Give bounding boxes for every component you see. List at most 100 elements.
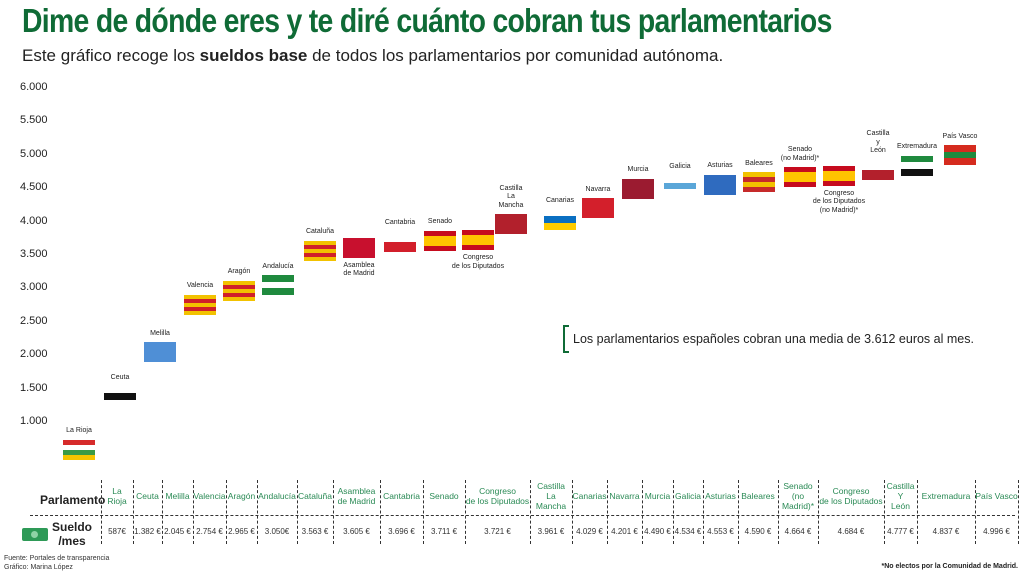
column-header: Valencia	[193, 491, 226, 501]
column-header: Cantabria	[383, 491, 420, 501]
column-divider	[607, 480, 608, 544]
salary-cell: 2.754 €	[196, 526, 223, 536]
salary-cell: 4.837 €	[932, 526, 960, 536]
flag-stripe	[104, 399, 136, 407]
flag-marker	[104, 386, 136, 407]
flag-stripe	[944, 145, 976, 152]
subtitle: Este gráfico recoge los sueldos base de …	[22, 46, 723, 66]
y-tick-label: 3.000	[20, 281, 48, 294]
column-divider	[423, 480, 424, 544]
flag-label: Extremadura	[896, 143, 938, 151]
flag-stripe	[462, 235, 494, 241]
salary-cell: 2.045 €	[164, 526, 191, 536]
column-divider	[380, 480, 381, 544]
salary-table: Parlamento Sueldo /mes La Rioja 587€ Ceuta…	[0, 478, 1024, 548]
column-header: Murcia	[644, 491, 671, 501]
banknote-icon	[22, 528, 48, 541]
salary-cell: 4.996 €	[983, 526, 1010, 536]
flag-label: Valencia	[186, 282, 214, 290]
column-header: Navarra	[609, 491, 640, 501]
subtitle-text-end: de todos los parlamentarios por comunida…	[307, 46, 724, 65]
flag-stripe	[495, 214, 527, 235]
flag-stripe	[424, 230, 456, 236]
flag-stripe	[823, 175, 855, 181]
flag-stripe	[223, 288, 255, 293]
column-header: Baleares	[741, 491, 775, 501]
column-divider	[333, 480, 334, 544]
flag-marker	[262, 275, 294, 296]
flag-label: Aragón	[227, 268, 251, 276]
flag-marker	[664, 175, 696, 196]
column-divider	[193, 480, 194, 544]
flag-stripe	[664, 175, 696, 183]
column-header: La Rioja	[107, 486, 127, 506]
flag-stripe	[104, 386, 136, 394]
flag-label: Castilla La Mancha	[498, 184, 524, 209]
flag-stripe	[63, 454, 95, 460]
flag-label: Galicia	[669, 163, 691, 171]
flag-marker	[901, 155, 933, 176]
column-divider	[226, 480, 227, 544]
flag-stripe	[343, 237, 375, 258]
flag-stripe	[862, 159, 894, 170]
column-header: Cataluña	[297, 491, 333, 501]
column-header: Extremadura	[921, 491, 971, 501]
column-header: Aragón	[227, 491, 256, 501]
flag-stripe	[184, 298, 216, 303]
flag-label: Congreso de los Diputados (no Madrid)*	[812, 189, 866, 214]
flag-stripe	[384, 231, 416, 242]
flag-stripe	[262, 288, 294, 296]
column-divider	[1018, 480, 1019, 544]
column-divider	[257, 480, 258, 544]
flag-stripe	[424, 240, 456, 246]
flag-stripe	[664, 189, 696, 196]
column-header: Castilla Y León	[886, 481, 915, 511]
flag-stripe	[944, 158, 976, 166]
flag-stripe	[223, 296, 255, 301]
flag-stripe	[784, 167, 816, 173]
flag-stripe	[304, 252, 336, 257]
column-header: Congreso de los Diputados	[465, 486, 530, 506]
y-tick-label: 2.000	[20, 348, 48, 361]
salary-cell: 3.696 €	[388, 526, 415, 536]
flag-stripe	[304, 244, 336, 249]
flag-stripe	[304, 256, 336, 261]
salary-cell: 4.590 €	[744, 526, 772, 536]
y-tick-label: 4.500	[20, 181, 48, 194]
flag-marker	[582, 198, 614, 219]
flag-stripe	[223, 292, 255, 297]
column-header: Congreso de los Diputados	[819, 486, 883, 506]
column-header: Asturias	[705, 491, 736, 501]
average-note: Los parlamentarios españoles cobran una …	[563, 325, 974, 353]
flag-stripe	[862, 169, 894, 180]
flag-stripe	[784, 172, 816, 178]
flag-marker	[63, 439, 95, 460]
salary-cell: 4.490 €	[644, 526, 671, 536]
y-tick-label: 3.500	[20, 248, 48, 260]
column-divider	[818, 480, 819, 544]
flag-stripe	[184, 306, 216, 311]
column-header: Andalucía	[258, 491, 296, 501]
flag-stripe	[184, 302, 216, 307]
salary-cell: 4.684 €	[837, 526, 865, 536]
flag-stripe	[462, 230, 494, 236]
flag-label: Cataluña	[305, 228, 335, 236]
flag-marker	[544, 209, 576, 230]
flag-stripe	[544, 209, 576, 217]
column-divider	[778, 480, 779, 544]
flag-label: Baleares	[745, 159, 773, 167]
flag-marker	[223, 280, 255, 301]
flag-stripe	[901, 169, 933, 176]
flag-label: Navarra	[585, 185, 611, 193]
flag-stripe	[823, 165, 855, 171]
flag-label: Cantabria	[384, 219, 416, 227]
salary-cell: 2.965 €	[228, 526, 255, 536]
flag-marker	[944, 145, 976, 166]
salary-cell: 3.050€	[264, 526, 290, 536]
page-title: Dime de dónde eres y te diré cuánto cobr…	[22, 2, 832, 39]
salary-cell: 3.605 €	[343, 526, 370, 536]
column-divider	[133, 480, 134, 544]
salary-cell: 4.777 €	[887, 526, 914, 536]
flag-stripe	[384, 241, 416, 252]
salary-cell: 587€	[108, 526, 126, 536]
